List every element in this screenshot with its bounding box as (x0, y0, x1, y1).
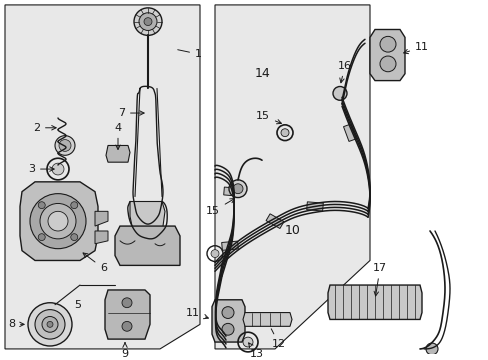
Text: 7: 7 (118, 108, 144, 118)
Circle shape (143, 18, 152, 26)
Circle shape (38, 202, 45, 208)
Text: 15: 15 (256, 111, 281, 124)
Polygon shape (95, 231, 108, 244)
Polygon shape (369, 30, 404, 81)
Circle shape (40, 203, 76, 239)
Circle shape (122, 298, 132, 308)
Polygon shape (95, 211, 108, 226)
Polygon shape (343, 124, 356, 141)
Polygon shape (221, 241, 238, 250)
Circle shape (222, 323, 234, 335)
Polygon shape (105, 290, 150, 339)
Text: 5: 5 (74, 300, 81, 310)
Circle shape (55, 136, 75, 155)
Circle shape (232, 184, 243, 194)
Polygon shape (215, 5, 369, 349)
Polygon shape (223, 187, 240, 196)
Text: 2: 2 (33, 123, 56, 133)
Circle shape (47, 321, 53, 327)
Text: 11: 11 (185, 307, 208, 319)
Text: 13: 13 (248, 343, 264, 359)
Polygon shape (212, 300, 244, 342)
Text: 8: 8 (8, 319, 24, 329)
Circle shape (59, 140, 71, 151)
Circle shape (30, 194, 86, 249)
Circle shape (281, 129, 288, 137)
Text: 14: 14 (254, 67, 270, 80)
Circle shape (134, 8, 162, 35)
Polygon shape (20, 182, 98, 261)
Circle shape (28, 303, 72, 346)
Circle shape (210, 250, 219, 257)
Circle shape (222, 307, 234, 319)
Circle shape (425, 343, 437, 355)
Text: 17: 17 (372, 263, 386, 296)
Circle shape (379, 56, 395, 72)
Text: 16: 16 (337, 61, 351, 83)
Polygon shape (5, 5, 200, 349)
Text: 15: 15 (205, 199, 234, 216)
Circle shape (71, 202, 78, 208)
Polygon shape (130, 202, 164, 239)
Circle shape (332, 86, 346, 100)
Polygon shape (106, 145, 130, 162)
Polygon shape (115, 226, 180, 265)
Circle shape (379, 36, 395, 52)
Circle shape (71, 234, 78, 240)
Circle shape (38, 234, 45, 240)
Circle shape (52, 163, 64, 175)
Circle shape (35, 310, 65, 339)
Text: 12: 12 (271, 329, 285, 349)
Polygon shape (243, 312, 291, 326)
Text: 6: 6 (83, 253, 107, 274)
Text: 11: 11 (403, 42, 428, 54)
Polygon shape (265, 214, 284, 229)
Text: 1: 1 (177, 49, 202, 59)
Text: 4: 4 (114, 123, 122, 149)
Circle shape (228, 180, 246, 198)
Polygon shape (327, 285, 421, 319)
Text: 10: 10 (285, 225, 300, 238)
Polygon shape (306, 202, 323, 211)
Circle shape (243, 337, 252, 347)
Text: 9: 9 (121, 343, 128, 359)
Circle shape (122, 321, 132, 331)
Text: 3: 3 (28, 164, 54, 174)
Circle shape (139, 13, 157, 31)
Circle shape (42, 316, 58, 332)
Circle shape (48, 211, 68, 231)
